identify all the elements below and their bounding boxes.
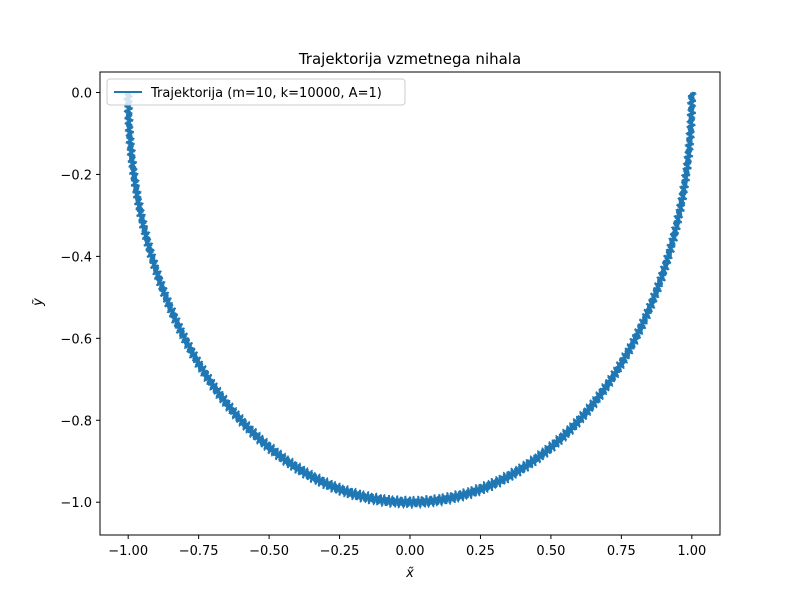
x-tick-label: −0.50 xyxy=(249,544,289,559)
x-axis: −1.00 −0.75 −0.50 −0.25 0.00 0.25 0.50 0.75 1.00 xyxy=(108,535,706,559)
y-tick-label: −0.4 xyxy=(60,250,92,265)
y-tick-label: −0.6 xyxy=(60,332,92,347)
x-tick-label: −1.00 xyxy=(108,544,148,559)
legend-box xyxy=(106,78,406,106)
x-tick-label: 1.00 xyxy=(677,544,706,559)
legend: Trajektorija (m=10, k=10000, A=1) xyxy=(106,78,406,106)
y-axis-label: ỹ xyxy=(31,298,46,307)
x-tick-label: 0.00 xyxy=(396,544,425,559)
y-tick-label: 0.0 xyxy=(71,86,92,101)
y-tick-label: −0.2 xyxy=(60,168,92,183)
x-tick-label: 0.75 xyxy=(607,544,636,559)
y-axis: 0.0 −0.2 −0.4 −0.6 −0.8 −1.0 xyxy=(60,86,100,511)
y-tick-label: −0.8 xyxy=(60,414,92,429)
y-tick-label: −1.0 xyxy=(60,496,92,511)
x-tick-label: −0.25 xyxy=(320,544,360,559)
legend-label: Trajektorija (m=10, k=10000, A=1) xyxy=(150,86,382,101)
x-axis-label: x̃ xyxy=(405,566,414,581)
x-tick-label: −0.75 xyxy=(179,544,219,559)
chart-title: Trajektorija vzmetnega nihala xyxy=(298,50,521,68)
trajectory-series-line xyxy=(123,91,697,510)
series-layer xyxy=(123,91,697,510)
x-tick-label: 0.25 xyxy=(466,544,495,559)
x-tick-label: 0.50 xyxy=(536,544,565,559)
